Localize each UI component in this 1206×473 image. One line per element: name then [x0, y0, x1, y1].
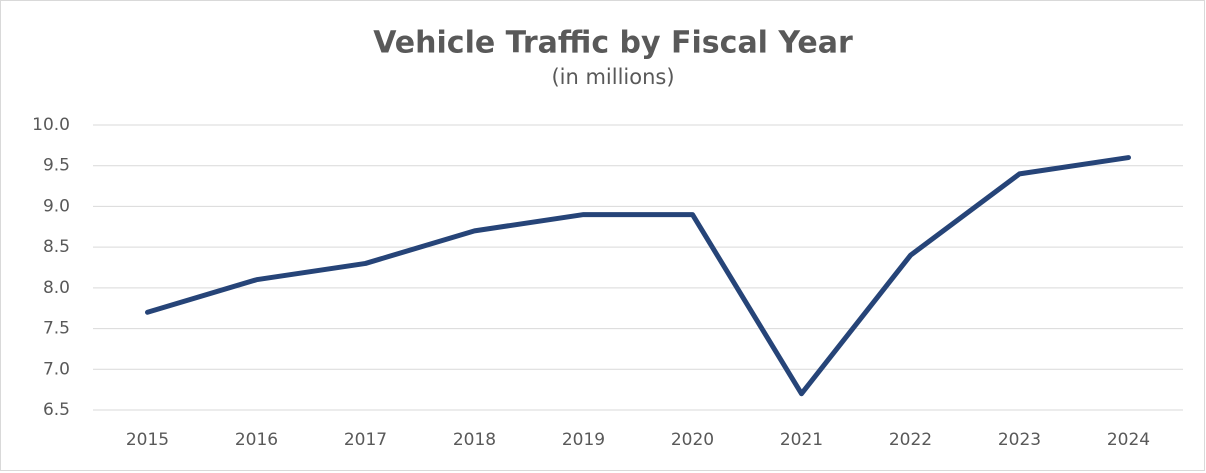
x-tick-label: 2016: [235, 430, 278, 450]
x-tick-label: 2020: [671, 430, 714, 450]
x-tick-label: 2022: [889, 430, 932, 450]
x-tick-label: 2021: [780, 430, 823, 450]
data-line: [145, 155, 1131, 397]
x-tick-label: 2018: [453, 430, 496, 450]
y-tick-label: 7.0: [43, 359, 70, 379]
x-tick-label: 2024: [1107, 430, 1150, 450]
y-tick-label: 8.0: [43, 278, 70, 298]
x-tick-label: 2017: [344, 430, 387, 450]
y-tick-label: 7.5: [43, 319, 70, 339]
y-tick-label: 9.5: [43, 156, 70, 176]
y-tick-label: 9.0: [43, 196, 70, 216]
x-tick-label: 2015: [126, 430, 169, 450]
chart-subtitle: (in millions): [551, 65, 674, 89]
x-tick-label: 2019: [562, 430, 605, 450]
y-tick-label: 8.5: [43, 237, 70, 257]
y-tick-label: 10.0: [32, 115, 70, 135]
y-tick-label: 6.5: [43, 400, 70, 420]
x-tick-label: 2023: [998, 430, 1041, 450]
chart-title: Vehicle Traffic by Fiscal Year: [373, 26, 853, 61]
